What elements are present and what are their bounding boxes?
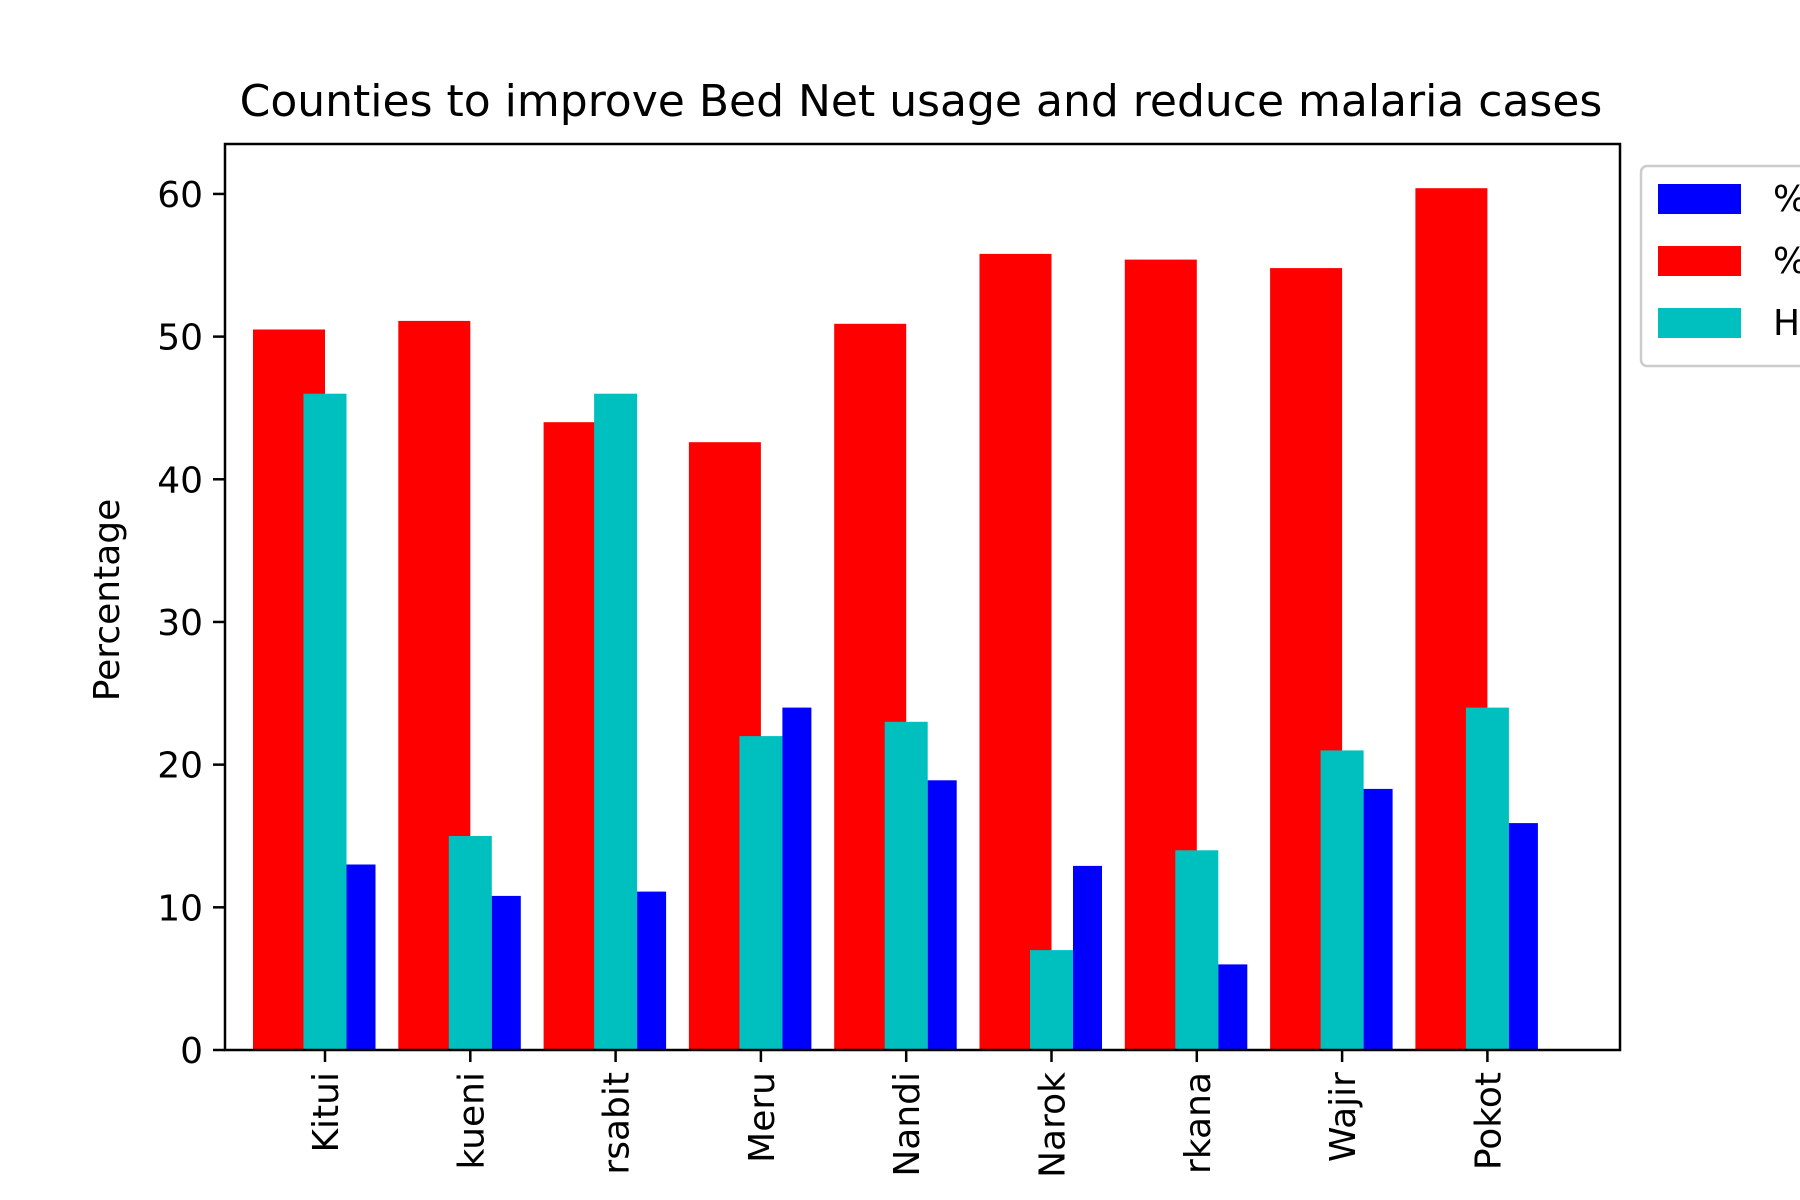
bar-Pokot-series-1 [1465,707,1509,1050]
legend-label: % [1773,241,1800,282]
y-tick-label: 0 [180,1031,203,1072]
x-tick-label: rsabit [597,1072,638,1175]
bar-Nandi-series-1 [884,721,928,1050]
bar-rsabit-series-2 [637,891,667,1050]
x-tick-label: Nandi [887,1072,928,1177]
plot-frame [223,142,1622,1052]
x-axis: Kitui kueni rsabit Meru Nandi Narok rkana Wajir… [306,1050,1509,1178]
legend-swatch [1658,308,1741,338]
bar-Narok-series-1 [1030,950,1073,1050]
bar-Meru-series-1 [739,736,783,1050]
y-tick-label: 60 [157,175,203,216]
legend: %% H [1639,164,1800,368]
legend-label: % [1773,179,1800,220]
bar-rsabit-series-1 [594,393,638,1050]
y-tick-label: 30 [157,603,203,644]
bar-Nandi-series-2 [927,780,957,1050]
y-tick-label: 10 [157,888,203,929]
x-tick-label: Narok [1033,1072,1074,1178]
legend-swatch [1658,246,1741,276]
x-tick-label: Meru [742,1072,783,1163]
x-tick-label: Pokot [1468,1072,1509,1170]
bar-Wajir-series-2 [1363,788,1393,1050]
x-tick-label: Kitui [306,1072,347,1153]
bar-Wajir-series-1 [1320,750,1364,1050]
y-axis: 0 10 20 30 40 50 60 [157,175,225,1072]
x-tick-label: Wajir [1323,1072,1364,1162]
legend-label: H [1773,303,1800,344]
bar-rkana-series-2 [1218,964,1248,1050]
y-axis-label: Percentage [87,499,128,702]
bar-Narok-series-0 [979,253,1052,1050]
x-tick-label: rkana [1178,1072,1219,1174]
y-tick-label: 40 [157,460,203,501]
bar-Kitui-series-1 [303,393,347,1050]
bar-kueni-series-1 [448,836,492,1050]
bar-kueni-series-2 [491,895,521,1050]
bar-Meru-series-2 [782,707,812,1050]
chart-title: Counties to improve Bed Net usage and re… [240,76,1603,127]
bar-rkana-series-1 [1175,850,1219,1050]
legend-swatch [1658,184,1741,214]
y-tick-label: 50 [157,318,203,359]
bars-layer [253,188,1538,1051]
x-tick-label: kueni [451,1072,492,1170]
bar-Narok-series-2 [1073,865,1102,1050]
y-tick-label: 20 [157,746,203,787]
bar-Pokot-series-2 [1508,823,1538,1050]
bar-Kitui-series-2 [346,864,376,1050]
